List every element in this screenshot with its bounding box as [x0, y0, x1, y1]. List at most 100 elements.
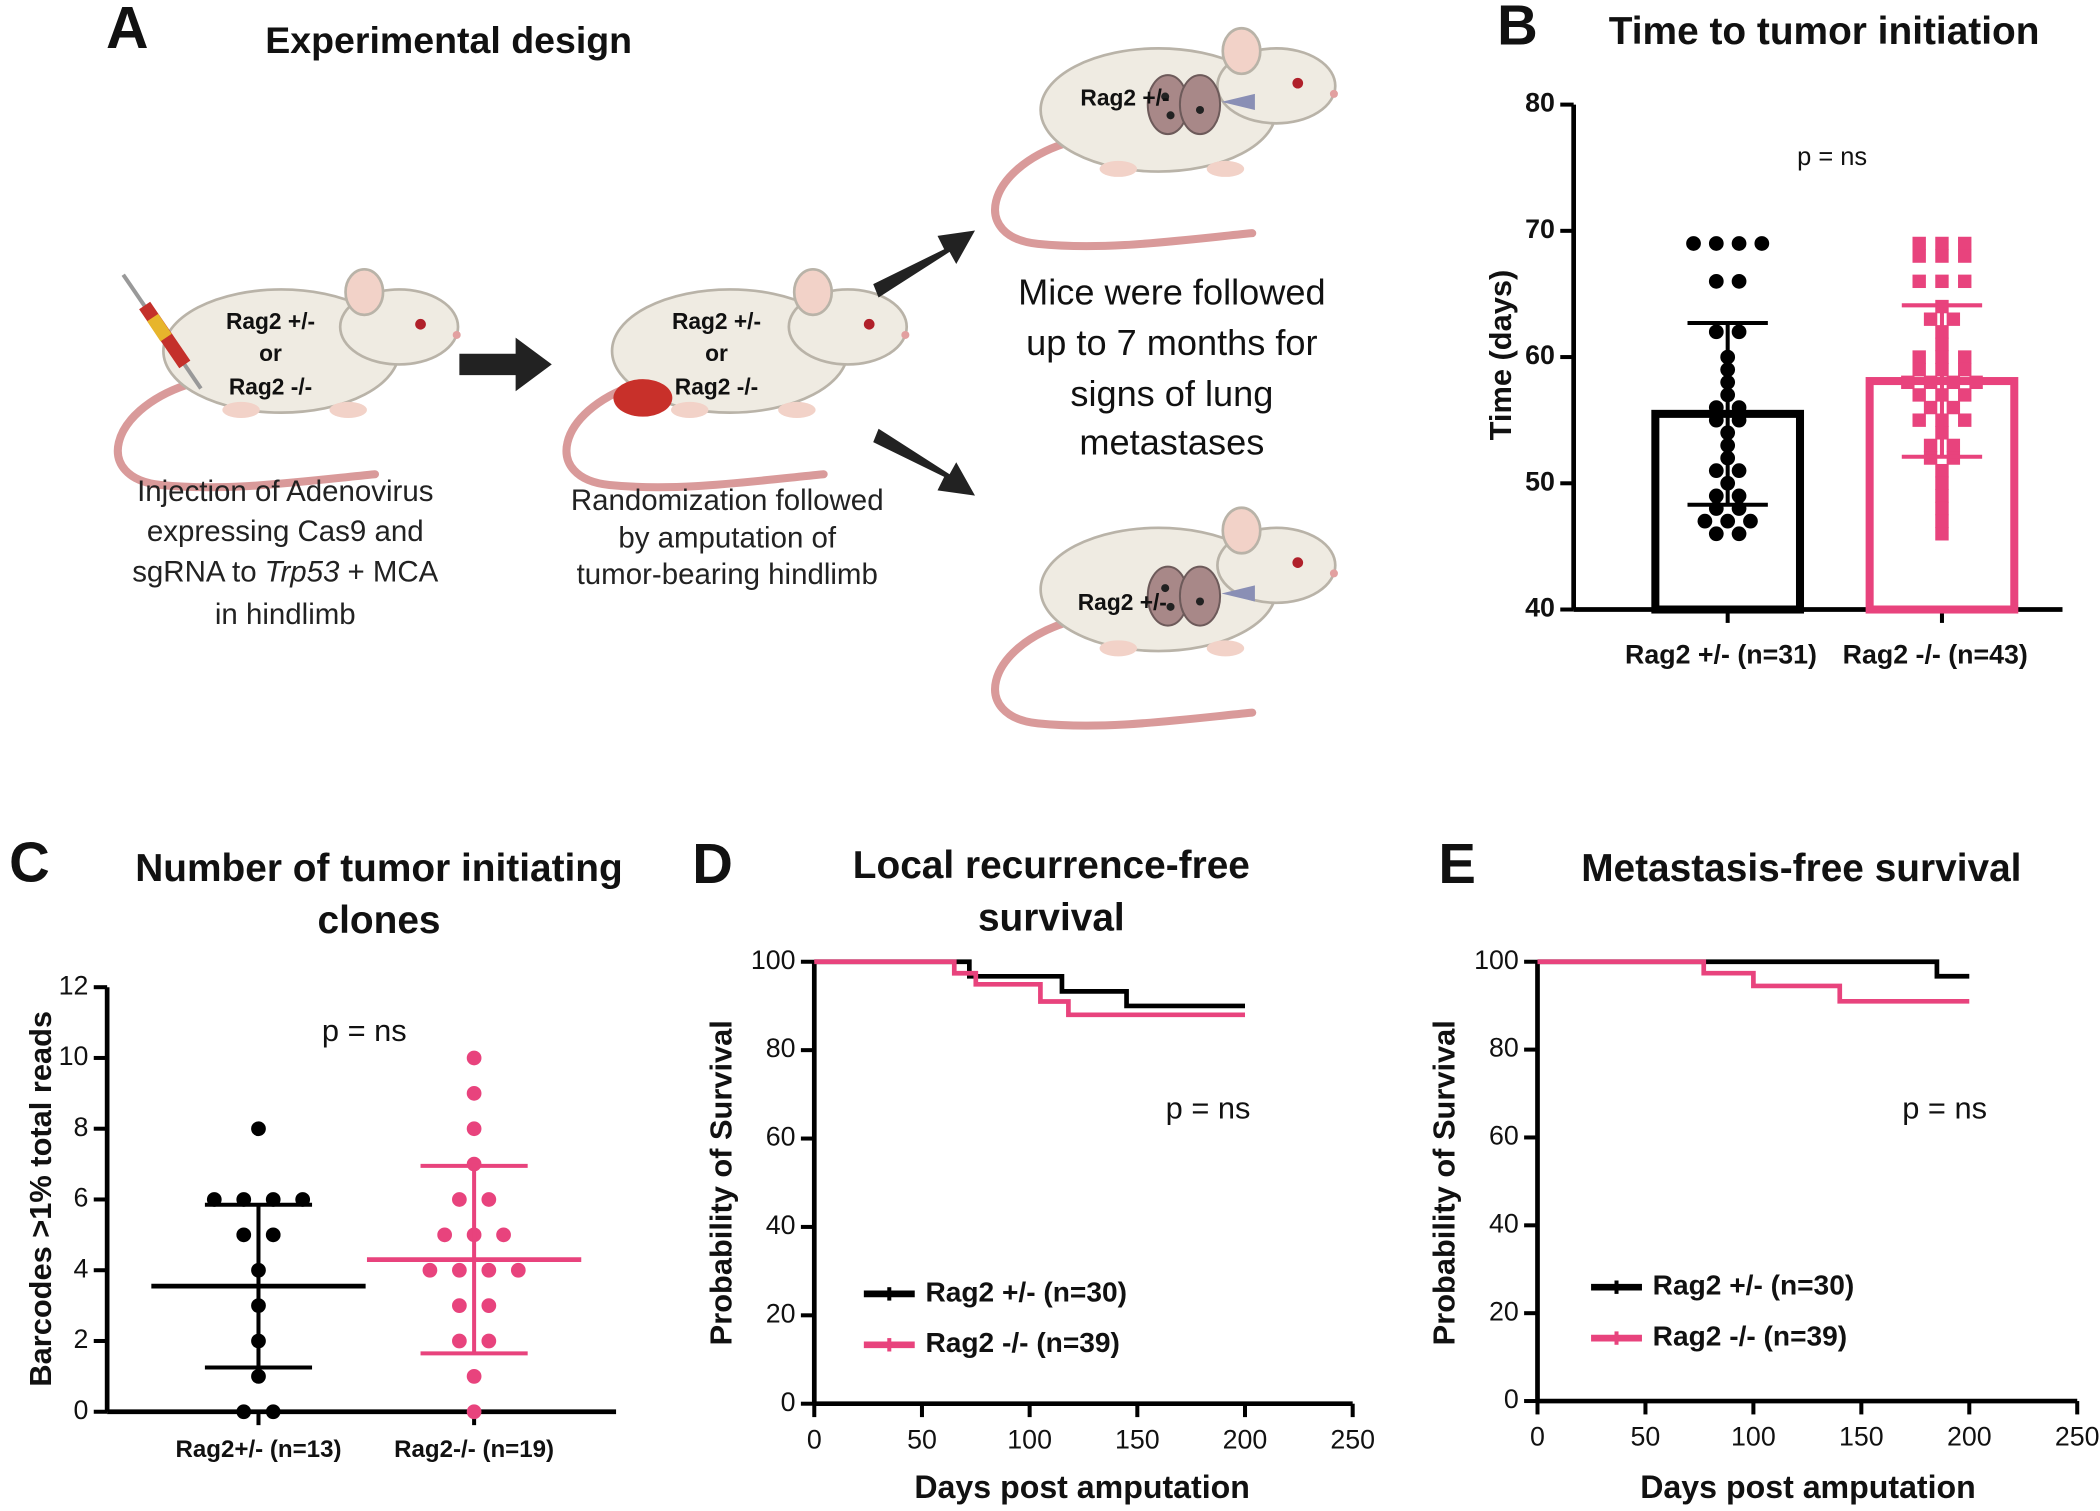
x-tick-label: 150 — [1839, 1422, 1884, 1452]
legend-label: Rag2 -/- (n=39) — [925, 1327, 1119, 1358]
x-tick-label: Rag2-/- (n=19) — [394, 1436, 554, 1463]
y-tick-label: 60 — [1525, 340, 1555, 370]
annotation: p = ns — [1166, 1091, 1251, 1126]
data-point — [437, 1227, 453, 1243]
data-point — [236, 1404, 252, 1420]
data-point — [1720, 513, 1736, 529]
data-point — [452, 1192, 467, 1207]
caption-part: + MCA — [347, 555, 438, 588]
y-tick-label: 20 — [766, 1298, 796, 1328]
chart-title: Local recurrence-free — [853, 844, 1250, 887]
legend-label: Rag2 +/- (n=30) — [1653, 1270, 1855, 1301]
annotation: p = ns — [322, 1013, 407, 1048]
data-point — [1935, 527, 1949, 541]
data-point — [1912, 249, 1926, 263]
data-point — [1708, 412, 1724, 428]
data-point — [1935, 489, 1949, 503]
data-point — [1935, 236, 1949, 251]
x-tick-label: Rag2+/- (n=13) — [175, 1436, 341, 1463]
data-point — [1731, 488, 1747, 504]
data-point — [1686, 236, 1701, 251]
data-point — [1731, 412, 1747, 428]
y-tick-label: 20 — [1489, 1296, 1519, 1326]
x-axis-label: Days post amputation — [914, 1469, 1250, 1505]
chart-title: Metastasis-free survival — [1581, 847, 2021, 890]
outcome-text: metastases — [1079, 421, 1264, 462]
survival-curve — [814, 959, 1245, 1018]
data-point — [1708, 273, 1724, 289]
y-tick-label: 4 — [74, 1253, 89, 1283]
chart-title: survival — [978, 896, 1125, 939]
data-point — [1958, 362, 1972, 377]
data-point — [1935, 501, 1949, 516]
y-axis-label: Barcodes >1% total reads — [23, 1011, 58, 1387]
data-point — [236, 1227, 252, 1243]
annotation: p = ns — [1797, 143, 1867, 171]
y-tick-label: 10 — [59, 1041, 89, 1071]
step-caption: expressing Cas9 and — [147, 515, 424, 548]
annotation: p = ns — [1902, 1091, 1987, 1126]
mouse-illustration — [995, 28, 1338, 246]
data-point — [1731, 463, 1747, 479]
arrow — [873, 428, 975, 496]
data-point — [1708, 400, 1724, 415]
outcome-text: Mice were followed — [1018, 271, 1325, 312]
y-tick-label: 0 — [1504, 1384, 1519, 1414]
data-point — [1731, 324, 1747, 340]
data-point — [466, 1050, 482, 1066]
data-point — [1935, 476, 1949, 490]
panel-label: E — [1438, 832, 1476, 895]
outcome-text: signs of lung — [1070, 373, 1273, 414]
data-point — [1958, 413, 1972, 427]
mouse-label: or — [705, 340, 728, 366]
data-point — [1912, 362, 1926, 377]
data-point — [452, 1298, 467, 1313]
panel-label: B — [1497, 0, 1538, 56]
data-point — [1958, 388, 1972, 402]
chart-title: clones — [318, 899, 441, 942]
data-point — [1912, 388, 1926, 402]
arrow — [459, 337, 552, 392]
arrow — [873, 230, 975, 298]
data-point — [510, 1262, 526, 1278]
data-point — [1901, 375, 1915, 390]
panel-label: A — [106, 0, 149, 61]
data-point — [1731, 526, 1747, 542]
caption-part: sgRNA to — [132, 555, 256, 588]
y-tick-label: 8 — [74, 1112, 89, 1142]
data-point — [1754, 236, 1770, 251]
data-point — [466, 1369, 482, 1384]
data-point — [1935, 463, 1949, 478]
y-tick-label: 0 — [781, 1387, 796, 1417]
data-point — [422, 1262, 438, 1278]
syringe — [121, 273, 203, 390]
outcome-text: up to 7 months for — [1026, 322, 1317, 363]
step-caption: tumor-bearing hindlimb — [577, 558, 878, 591]
data-point — [1958, 350, 1972, 364]
data-point — [1923, 375, 1938, 390]
data-point — [1958, 249, 1972, 263]
data-point — [1708, 488, 1724, 504]
x-tick-label: 50 — [1631, 1422, 1661, 1452]
y-tick-label: 2 — [74, 1324, 89, 1354]
panel-label: D — [692, 832, 733, 895]
mouse-label: Rag2 +/- — [1080, 84, 1169, 110]
x-tick-label: 100 — [1007, 1424, 1052, 1454]
y-tick-label: 60 — [1489, 1121, 1519, 1151]
x-tick-label: 200 — [1947, 1422, 1992, 1452]
chart-title: Number of tumor initiating — [135, 847, 622, 890]
data-point — [1935, 514, 1949, 528]
y-tick-label: 80 — [766, 1033, 796, 1063]
data-point — [481, 1333, 497, 1349]
data-point — [1912, 413, 1926, 427]
step-caption: by amputation of — [618, 522, 837, 555]
y-axis-label: Probability of Survival — [703, 1020, 738, 1345]
mouse-label: Rag2 -/- — [229, 374, 312, 400]
data-point — [1731, 236, 1747, 251]
data-point — [1708, 324, 1724, 340]
survival-curve — [814, 959, 1245, 1009]
y-tick-label: 40 — [1525, 593, 1555, 623]
y-tick-label: 40 — [766, 1210, 796, 1240]
y-tick-label: 70 — [1525, 214, 1555, 244]
